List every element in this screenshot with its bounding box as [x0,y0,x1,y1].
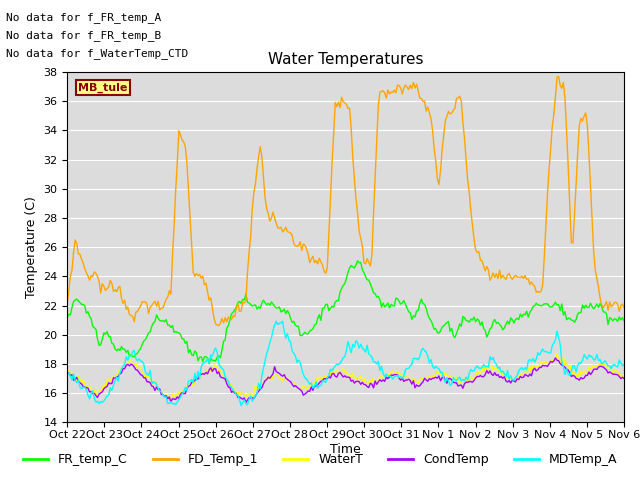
Text: No data for f_FR_temp_B: No data for f_FR_temp_B [6,30,162,41]
FR_temp_C [205,361,213,367]
FR_temp_C [396,298,403,304]
WaterT [394,371,401,377]
Title: Water Temperatures: Water Temperatures [268,52,423,67]
WaterT [616,373,623,379]
CondTemp [600,364,607,370]
Line: FR_temp_C: FR_temp_C [67,261,624,364]
Line: FD_Temp_1: FD_Temp_1 [67,76,624,325]
CondTemp [362,382,369,388]
FR_temp_C [354,258,362,264]
CondTemp [552,355,559,361]
WaterT [213,364,221,370]
CondTemp [394,372,401,377]
FD_Temp_1 [63,300,71,306]
WaterT [322,374,330,380]
FR_temp_C [63,314,71,320]
FR_temp_C [616,314,623,320]
Text: No data for f_FR_temp_A: No data for f_FR_temp_A [6,12,162,23]
WaterT [167,396,175,401]
MDTemp_A [364,342,371,348]
FD_Temp_1 [600,305,607,311]
MDTemp_A [279,318,287,324]
MDTemp_A [600,360,607,366]
WaterT [63,371,71,376]
FR_temp_C [322,302,330,308]
CondTemp [212,366,220,372]
FD_Temp_1 [215,323,223,328]
MDTemp_A [396,375,403,381]
CondTemp [242,400,250,406]
X-axis label: Time: Time [330,443,361,456]
WaterT [362,380,369,386]
FD_Temp_1 [212,321,220,327]
FD_Temp_1 [620,305,628,311]
CondTemp [616,373,623,379]
FD_Temp_1 [555,73,563,79]
WaterT [600,362,607,368]
WaterT [553,351,561,357]
CondTemp [322,376,330,382]
Line: CondTemp: CondTemp [67,358,624,403]
CondTemp [620,376,628,382]
WaterT [620,372,628,378]
MDTemp_A [616,357,623,363]
Line: WaterT: WaterT [67,354,624,398]
Y-axis label: Temperature (C): Temperature (C) [25,196,38,298]
Text: No data for f_WaterTemp_CTD: No data for f_WaterTemp_CTD [6,48,189,60]
FD_Temp_1 [394,83,401,88]
MDTemp_A [237,403,245,408]
FR_temp_C [364,277,371,283]
Line: MDTemp_A: MDTemp_A [67,321,624,406]
FD_Temp_1 [616,309,623,314]
Legend: FR_temp_C, FD_Temp_1, WaterT, CondTemp, MDTemp_A: FR_temp_C, FD_Temp_1, WaterT, CondTemp, … [18,448,622,471]
Text: MB_tule: MB_tule [78,83,128,93]
CondTemp [63,369,71,375]
MDTemp_A [620,361,628,367]
MDTemp_A [323,374,331,380]
MDTemp_A [212,345,220,351]
FR_temp_C [620,318,628,324]
FR_temp_C [600,309,607,314]
FR_temp_C [213,354,221,360]
MDTemp_A [63,372,71,378]
FD_Temp_1 [322,270,330,276]
FD_Temp_1 [362,261,369,267]
